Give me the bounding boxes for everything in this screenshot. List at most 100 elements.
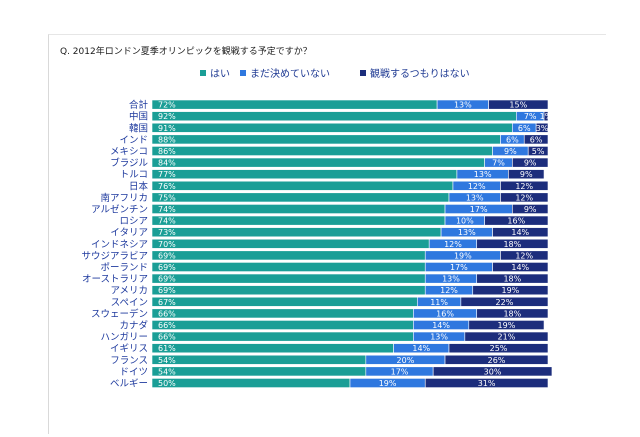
- bar-segment-no: [424, 378, 549, 388]
- bar-row: アルゼンチン 74% 17% 9%: [91, 204, 549, 216]
- bar-row: スウェーデン 66% 16% 18%: [91, 308, 549, 320]
- bar-row: インドネシア 70% 12% 18%: [91, 238, 549, 250]
- data-label-undecided: 12%: [468, 182, 486, 191]
- category-label: スウェーデン: [91, 308, 148, 320]
- bar-segment-no: [500, 250, 549, 261]
- bar-segment-yes: [151, 308, 414, 319]
- category-label: アメリカ: [110, 286, 148, 297]
- bar-segment-no: [464, 331, 549, 342]
- data-label-yes: 50%: [158, 379, 176, 388]
- bar-segment-yes: [151, 250, 426, 261]
- bar-row: ロシア 74% 10% 16%: [119, 215, 549, 227]
- data-label-yes: 73%: [158, 228, 176, 237]
- data-label-no: 12%: [515, 193, 533, 202]
- bar-segment-no: [448, 343, 549, 354]
- bar-row: アメリカ 69% 12% 19%: [110, 285, 549, 297]
- bar-segment-yes: [151, 262, 426, 272]
- bar-row: サウジアラビア 69% 19% 12%: [81, 250, 549, 262]
- bar-row: イギリス 61% 14% 25%: [110, 343, 549, 355]
- data-label-yes: 70%: [158, 240, 176, 249]
- data-label-yes: 84%: [158, 159, 176, 168]
- data-label-undecided: 10%: [456, 217, 474, 226]
- data-label-no: 18%: [503, 309, 521, 318]
- data-label-undecided: 17%: [391, 367, 409, 376]
- data-label-undecided: 13%: [458, 228, 476, 237]
- data-label-undecided: 16%: [436, 309, 454, 318]
- data-label-undecided: 17%: [450, 263, 468, 272]
- category-label: ポーランド: [100, 263, 148, 274]
- bar-segment-no: [508, 169, 545, 180]
- bar-row: ブラジル 84% 7% 9%: [110, 157, 549, 169]
- bar-segment-yes: [151, 215, 446, 226]
- data-label-yes: 91%: [158, 124, 176, 133]
- data-label-no: 22%: [496, 298, 514, 307]
- data-label-yes: 69%: [158, 275, 176, 284]
- data-label-no: 16%: [507, 217, 525, 226]
- bar-segment-no: [432, 366, 553, 377]
- bar-row: 南アフリカ 75% 13% 12%: [100, 192, 549, 204]
- bar-segment-no: [492, 227, 549, 238]
- bar-segment-no: [460, 296, 549, 307]
- data-label-no: 1%: [540, 112, 553, 121]
- bar-row: 合計 72% 13% 15%: [129, 99, 549, 111]
- bar-row: 日本 76% 12% 12%: [129, 180, 549, 192]
- data-label-no: 18%: [503, 240, 521, 249]
- bar-row: オーストラリア 69% 13% 18%: [82, 273, 549, 285]
- category-label: メキシコ: [110, 147, 148, 158]
- bar-segment-yes: [151, 180, 454, 191]
- data-label-yes: 86%: [158, 147, 176, 156]
- data-label-undecided: 17%: [470, 205, 488, 214]
- data-label-no: 5%: [532, 147, 545, 156]
- data-label-yes: 69%: [158, 263, 176, 272]
- data-label-no: 6%: [530, 135, 543, 144]
- bar-segment-yes: [151, 157, 485, 168]
- bar-segment-no: [543, 111, 549, 122]
- bar-segment-yes: [151, 227, 442, 238]
- data-label-no: 21%: [498, 333, 516, 342]
- data-label-yes: 77%: [158, 170, 176, 179]
- category-label: オーストラリア: [82, 274, 148, 285]
- data-label-undecided: 13%: [454, 101, 472, 110]
- data-label-undecided: 14%: [432, 321, 450, 330]
- category-label: イギリス: [110, 344, 148, 355]
- data-label-undecided: 13%: [442, 275, 460, 284]
- bar-row: フランス 54% 20% 26%: [110, 354, 549, 366]
- data-label-no: 12%: [515, 182, 533, 191]
- bar-segment-no: [527, 146, 549, 156]
- data-label-yes: 66%: [158, 333, 176, 342]
- bar-segment-no: [512, 204, 549, 214]
- legend-swatch-yes: [200, 70, 206, 76]
- bar-segment-yes: [151, 99, 438, 110]
- bar-segment-no: [444, 354, 549, 365]
- bar-segment-yes: [151, 169, 458, 180]
- data-label-yes: 66%: [158, 321, 176, 330]
- data-label-yes: 74%: [158, 217, 176, 226]
- legend-label-no: 観戦するつもりはない: [370, 69, 470, 80]
- category-label: トルコ: [120, 170, 148, 181]
- bar-segment-yes: [151, 238, 430, 249]
- bar-row: 韓国 91% 6% 3%: [129, 122, 549, 134]
- legend-item-yes: はい: [200, 65, 230, 80]
- data-label-yes: 88%: [158, 135, 176, 144]
- bar-segment-yes: [151, 285, 426, 296]
- legend-swatch-undecided: [240, 70, 246, 76]
- survey-question: Q. 2012年ロンドン夏季オリンピックを観戦する予定ですか？: [60, 47, 312, 57]
- bar-segment-yes: [151, 378, 351, 388]
- category-label: 中国: [129, 111, 148, 123]
- data-label-undecided: 13%: [466, 193, 484, 202]
- data-label-no: 14%: [511, 263, 529, 272]
- bar-row: ドイツ 54% 17% 30%: [119, 366, 553, 378]
- bar-segment-yes: [151, 111, 517, 122]
- category-label: ハンガリー: [100, 332, 148, 343]
- bar-segment-yes: [151, 146, 493, 156]
- data-label-no: 26%: [488, 356, 506, 365]
- bar-segment-yes: [151, 354, 367, 365]
- data-label-undecided: 12%: [440, 286, 458, 295]
- bar-row: イタリア 73% 13% 14%: [110, 227, 549, 239]
- data-label-no: 15%: [509, 101, 527, 110]
- bar-segment-no: [523, 134, 549, 145]
- data-label-no: 3%: [536, 124, 549, 133]
- data-label-no: 18%: [503, 275, 521, 284]
- bar-segment-yes: [151, 366, 367, 377]
